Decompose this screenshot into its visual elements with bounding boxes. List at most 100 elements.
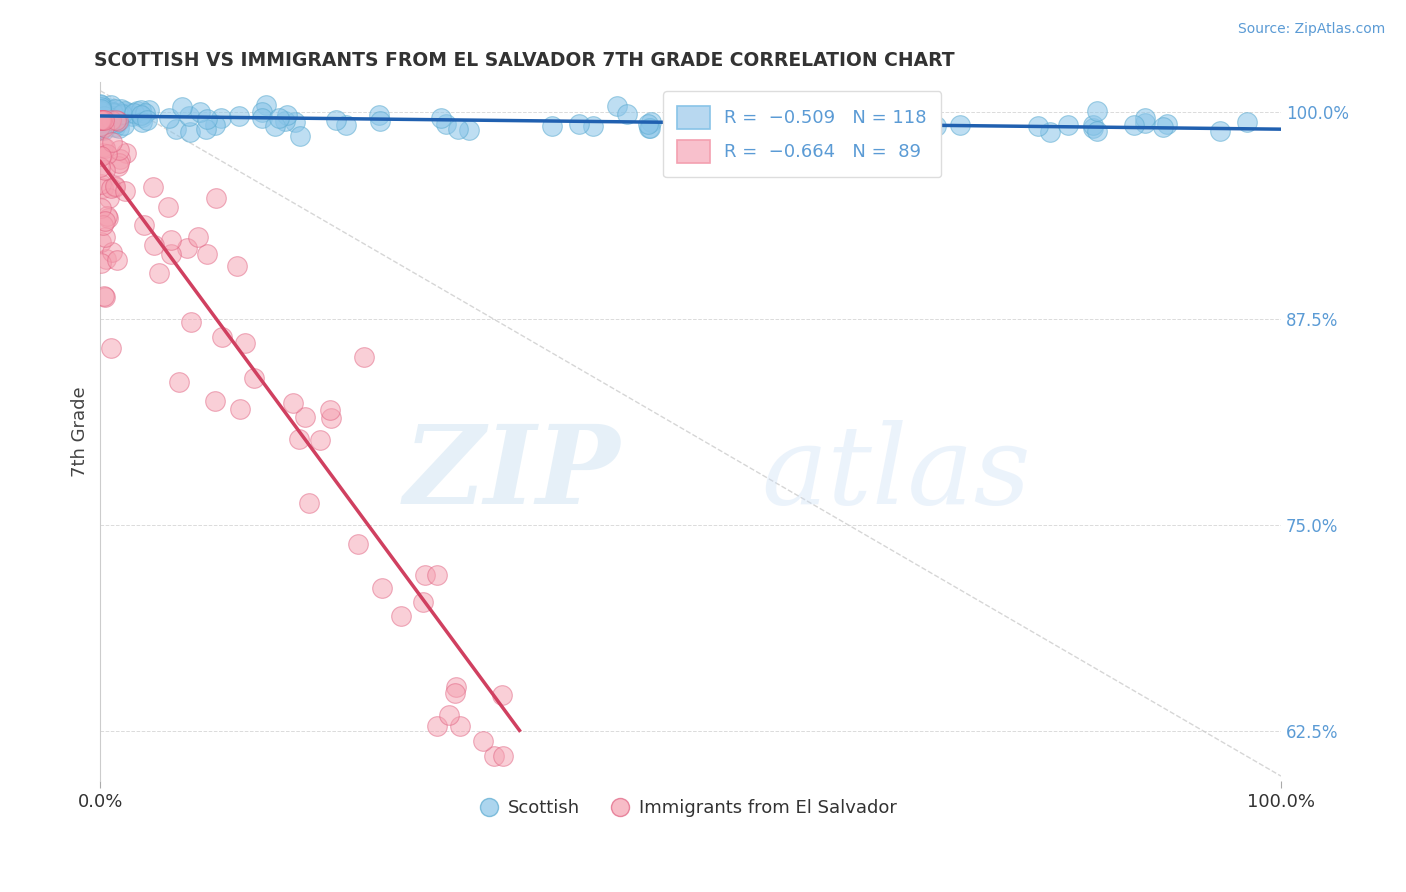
Point <box>288 129 311 144</box>
Point <box>353 350 375 364</box>
Point <box>91 219 114 233</box>
Point <box>89 119 111 133</box>
Point <box>97 211 120 225</box>
Point <box>443 686 465 700</box>
Point <box>94 290 117 304</box>
Point <box>89 113 111 128</box>
Point <box>254 97 277 112</box>
Point <box>89 103 111 118</box>
Point <box>93 120 115 134</box>
Point <box>90 148 112 162</box>
Point <box>110 106 132 120</box>
Point <box>616 107 638 121</box>
Point <box>89 112 111 127</box>
Point <box>100 103 122 118</box>
Point <box>90 106 112 120</box>
Point <box>298 496 321 510</box>
Point <box>924 120 946 134</box>
Point <box>90 113 112 128</box>
Point <box>472 734 495 748</box>
Point <box>294 409 316 424</box>
Point <box>1152 120 1174 134</box>
Point <box>252 105 274 120</box>
Point <box>637 117 659 131</box>
Point <box>103 105 125 120</box>
Point <box>107 155 129 169</box>
Point <box>90 97 112 112</box>
Point <box>96 147 118 161</box>
Point <box>89 113 111 128</box>
Point <box>446 121 468 136</box>
Point <box>195 121 218 136</box>
Point <box>229 402 252 417</box>
Point <box>273 114 295 128</box>
Point <box>104 180 127 194</box>
Point <box>319 403 342 417</box>
Point <box>1026 120 1049 134</box>
Point <box>143 238 166 252</box>
Point <box>89 115 111 129</box>
Point <box>101 108 124 122</box>
Point <box>90 102 112 116</box>
Point <box>110 153 132 167</box>
Point <box>233 336 256 351</box>
Point <box>100 341 122 355</box>
Point <box>100 245 122 260</box>
Point <box>309 433 332 447</box>
Point <box>267 112 290 126</box>
Point <box>114 146 136 161</box>
Point <box>90 110 112 124</box>
Point <box>94 113 117 128</box>
Point <box>730 113 752 128</box>
Point <box>89 113 111 128</box>
Point <box>127 103 149 118</box>
Point <box>187 230 209 244</box>
Point <box>492 749 515 764</box>
Point <box>638 120 661 135</box>
Point <box>1085 124 1108 138</box>
Point <box>948 118 970 132</box>
Point <box>107 160 129 174</box>
Point <box>444 680 467 694</box>
Point <box>112 118 135 132</box>
Point <box>640 120 662 135</box>
Point <box>368 113 391 128</box>
Point <box>100 98 122 112</box>
Point <box>118 106 141 120</box>
Point <box>94 140 117 154</box>
Point <box>103 104 125 119</box>
Point <box>284 114 307 128</box>
Point <box>276 108 298 122</box>
Text: Source: ZipAtlas.com: Source: ZipAtlas.com <box>1237 22 1385 37</box>
Point <box>540 119 562 133</box>
Point <box>228 108 250 122</box>
Text: atlas: atlas <box>762 420 1031 527</box>
Point <box>148 266 170 280</box>
Point <box>105 116 128 130</box>
Point <box>93 289 115 303</box>
Point <box>429 111 451 125</box>
Point <box>209 112 232 126</box>
Point <box>606 99 628 113</box>
Point <box>1039 125 1062 139</box>
Point <box>93 162 115 177</box>
Point <box>159 233 181 247</box>
Point <box>371 581 394 595</box>
Point <box>426 567 449 582</box>
Point <box>101 114 124 128</box>
Point <box>91 110 114 124</box>
Point <box>90 100 112 114</box>
Point <box>91 113 114 128</box>
Point <box>283 396 305 410</box>
Point <box>104 102 127 116</box>
Point <box>90 177 112 191</box>
Point <box>89 114 111 128</box>
Point <box>114 184 136 198</box>
Text: ZIP: ZIP <box>404 420 620 527</box>
Point <box>700 115 723 129</box>
Point <box>346 537 368 551</box>
Point <box>1081 118 1104 132</box>
Point <box>412 595 434 609</box>
Point <box>98 116 121 130</box>
Point <box>457 123 479 137</box>
